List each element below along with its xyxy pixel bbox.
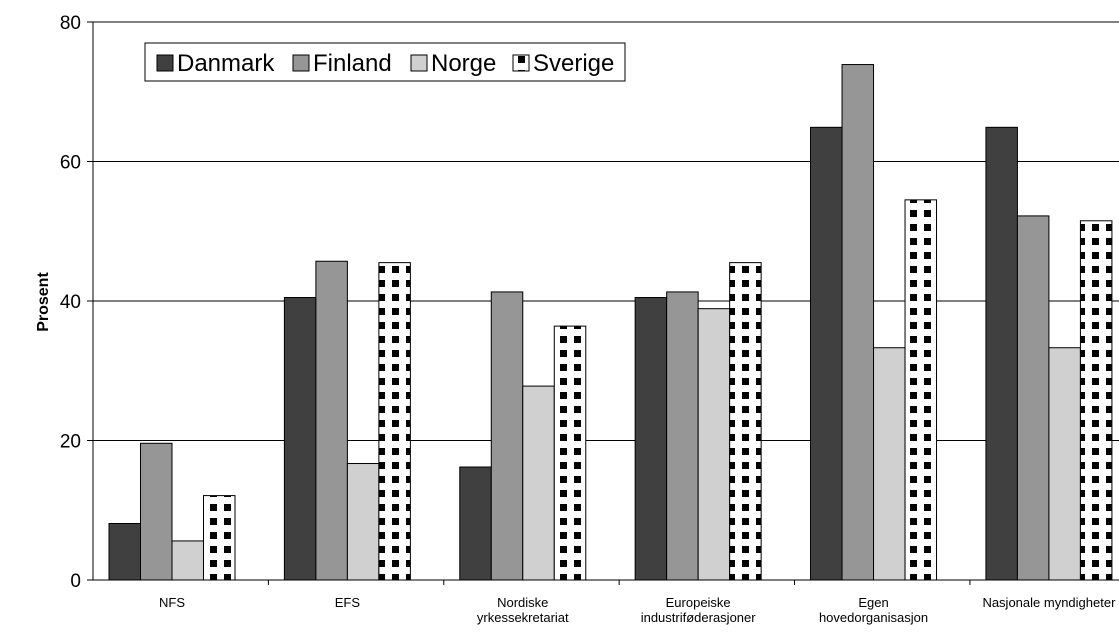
x-tick-label: NFS xyxy=(159,595,185,610)
x-tick-label: Europeiske xyxy=(666,595,731,610)
bar-norge xyxy=(873,347,906,581)
bar-sverige xyxy=(904,199,938,581)
legend-swatch-finland xyxy=(292,54,310,72)
x-tick-label: yrkessekretariat xyxy=(477,610,569,625)
bar-norge xyxy=(346,463,380,581)
bar-norge xyxy=(697,308,731,581)
bar-sverige xyxy=(553,325,587,581)
bar-finland xyxy=(841,64,875,581)
legend-swatch-sverige xyxy=(512,54,530,72)
y-tick-label: 0 xyxy=(70,571,81,592)
bar-sverige xyxy=(1079,220,1113,581)
bar-danmark xyxy=(283,297,317,581)
bar-finland xyxy=(140,442,173,581)
bars xyxy=(108,64,1113,581)
x-tick-label: industriføderasjoner xyxy=(641,610,757,625)
x-tick-label: Nordiske xyxy=(497,595,548,610)
legend-box xyxy=(144,42,626,82)
y-tick-label: 20 xyxy=(60,432,81,453)
bar-sverige xyxy=(378,262,411,581)
bar-norge xyxy=(522,385,555,581)
legend-label-danmark: Danmark xyxy=(177,50,275,77)
bar-finland xyxy=(490,291,524,581)
gridlines xyxy=(93,21,1119,441)
bar-danmark xyxy=(459,466,492,581)
y-tick-label: 60 xyxy=(60,153,81,174)
x-tick-label: Nasjonale myndigheter xyxy=(982,595,1116,610)
y-tick-label: 80 xyxy=(60,13,81,34)
legend: Danmark Finland Norge Sverige xyxy=(144,42,626,82)
bar-sverige xyxy=(729,262,762,581)
bar-danmark xyxy=(985,126,1018,581)
legend-label-sverige: Sverige xyxy=(533,50,614,77)
bar-finland xyxy=(1016,215,1050,581)
bar-norge xyxy=(171,540,204,581)
bar-danmark xyxy=(634,297,668,581)
bar-sverige xyxy=(203,495,236,581)
bar-danmark xyxy=(108,523,141,581)
legend-swatch-norge xyxy=(410,54,428,72)
legend-swatch-danmark xyxy=(156,54,174,72)
x-tick-label: hovedorganisasjon xyxy=(819,610,928,625)
y-tick-label: 40 xyxy=(60,292,81,313)
bar-danmark xyxy=(810,126,843,581)
bar-finland xyxy=(666,291,699,581)
bar-norge xyxy=(1048,347,1081,581)
x-tick-label: Egen xyxy=(858,595,888,610)
y-axis-label: Prosent xyxy=(35,272,52,332)
legend-label-norge: Norge xyxy=(431,50,496,77)
bar-finland xyxy=(315,260,348,581)
x-tick-label: EFS xyxy=(335,595,361,610)
legend-label-finland: Finland xyxy=(313,50,392,77)
